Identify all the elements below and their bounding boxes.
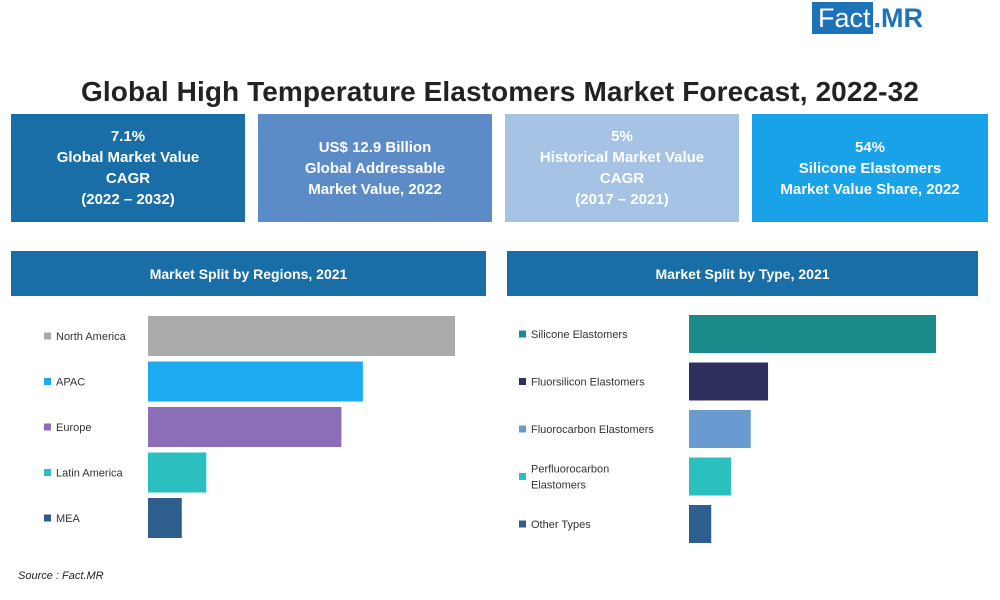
kpi-line: (2022 – 2032) <box>81 191 175 208</box>
kpi-line: (2017 – 2021) <box>575 191 669 208</box>
bar <box>148 361 363 402</box>
category-label: Fluorocarbon Elastomers <box>531 424 654 436</box>
page-title: Global High Temperature Elastomers Marke… <box>81 76 919 107</box>
logo-mr-text: .MR <box>873 3 924 33</box>
kpi-line: Market Value Share, 2022 <box>780 180 960 198</box>
bar <box>689 362 769 401</box>
bar <box>689 505 712 543</box>
category-label: Latin America <box>56 468 124 480</box>
legend-swatch <box>44 423 51 431</box>
legend-swatch <box>519 520 526 528</box>
source-note: Source : Fact.MR <box>18 570 104 582</box>
category-label: Europe <box>56 422 91 434</box>
legend-swatch <box>519 473 526 480</box>
legend-swatch <box>519 378 526 385</box>
legend-swatch <box>44 378 51 385</box>
kpi-line: 7.1% <box>110 128 146 145</box>
type-panel-header: Market Split by Type, 2021 <box>507 251 978 296</box>
category-label: MEA <box>56 513 81 525</box>
logo-fact-text: Fact <box>812 2 873 34</box>
category-label: Fluorsilicon Elastomers <box>531 377 645 389</box>
factmr-logo: Fact .MR <box>812 2 962 34</box>
kpi-box-cagr-forecast: 7.1% Global Market Value CAGR (2022 – 2032) <box>11 114 245 222</box>
legend-swatch <box>44 514 51 522</box>
category-label: Perfluorocarbon <box>531 464 609 476</box>
bar <box>148 407 342 447</box>
category-label: Elastomers <box>531 480 587 492</box>
legend-swatch <box>519 330 526 338</box>
kpi-line: Market Value, 2022 <box>308 180 442 198</box>
category-label: North America <box>56 331 127 343</box>
kpi-line: Global Market Value <box>56 149 200 166</box>
bar <box>148 316 455 356</box>
regions-panel-header: Market Split by Regions, 2021 <box>11 251 486 296</box>
kpi-line: 54% <box>854 138 886 156</box>
kpi-line: Global Addressable <box>304 159 446 177</box>
kpi-line: 5% <box>611 128 633 145</box>
category-label: APAC <box>56 377 85 389</box>
bar <box>689 457 731 496</box>
legend-swatch <box>519 425 526 433</box>
legend-swatch <box>44 332 51 340</box>
legend-swatch <box>44 469 51 476</box>
bar <box>689 410 751 448</box>
kpi-line: CAGR <box>105 170 151 187</box>
category-label: Other Types <box>531 519 591 531</box>
bar <box>148 498 182 538</box>
kpi-box-cagr-historical: 5% Historical Market Value CAGR (2017 – 202… <box>505 114 739 222</box>
kpi-line: CAGR <box>599 170 645 187</box>
kpi-box-silicone-share: 54% Silicone Elastomers Market Value Share… <box>752 114 988 222</box>
category-label: Silicone Elastomers <box>531 329 628 341</box>
regions-bar-chart: North America APAC Europe Latin America MEA <box>44 316 455 538</box>
bar <box>148 452 207 493</box>
kpi-box-market-value: US$ 12.9 Billion Global Addressable Market… <box>258 114 492 222</box>
kpi-line: Silicone Elastomers <box>798 159 942 177</box>
kpi-line: Historical Market Value <box>539 149 705 166</box>
kpi-line: US$ 12.9 Billion <box>318 138 432 156</box>
bar <box>689 315 936 353</box>
